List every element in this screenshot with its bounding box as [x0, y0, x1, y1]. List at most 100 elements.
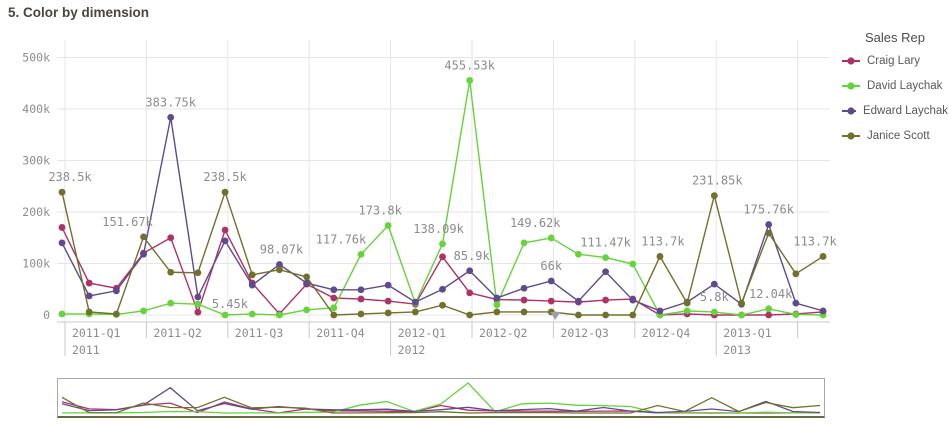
data-point[interactable] — [466, 77, 474, 84]
data-point[interactable] — [85, 308, 93, 316]
data-point[interactable] — [357, 295, 365, 303]
data-point[interactable] — [466, 289, 474, 297]
data-point[interactable] — [167, 234, 175, 242]
navigator-minimap-chart[interactable] — [58, 379, 824, 415]
data-point[interactable] — [493, 308, 501, 316]
data-point[interactable] — [221, 237, 229, 245]
data-point[interactable] — [411, 298, 419, 306]
data-point[interactable] — [194, 293, 202, 301]
legend-item-david-laychak[interactable]: David Laychak — [842, 80, 948, 92]
data-point[interactable] — [248, 310, 256, 318]
legend-item-janice-scott[interactable]: Janice Scott — [842, 130, 948, 142]
data-point[interactable] — [710, 280, 718, 288]
data-point[interactable] — [520, 296, 528, 304]
data-point[interactable] — [330, 311, 338, 319]
data-point[interactable] — [520, 284, 528, 292]
data-point[interactable] — [112, 310, 120, 318]
data-point[interactable] — [58, 188, 66, 196]
data-point[interactable] — [656, 307, 664, 315]
data-point[interactable] — [194, 308, 202, 316]
data-point[interactable] — [738, 299, 745, 307]
data-point[interactable] — [520, 308, 528, 316]
data-point[interactable] — [629, 260, 637, 268]
data-point[interactable] — [439, 240, 446, 248]
data-point[interactable] — [140, 233, 147, 241]
data-point[interactable] — [303, 279, 311, 287]
data-point[interactable] — [547, 297, 555, 305]
navigator-minimap[interactable] — [57, 378, 825, 418]
data-point[interactable] — [575, 250, 582, 258]
data-point[interactable] — [575, 311, 582, 319]
data-point[interactable] — [602, 296, 609, 304]
data-point[interactable] — [520, 239, 528, 247]
legend-item-edward-laychak[interactable]: Edward Laychak — [842, 105, 948, 117]
data-point[interactable] — [575, 297, 582, 305]
data-point[interactable] — [330, 294, 338, 302]
series-line-edward-laychak[interactable] — [61, 117, 824, 312]
data-point[interactable] — [765, 305, 773, 313]
data-point[interactable] — [493, 301, 501, 309]
data-point[interactable] — [221, 226, 229, 234]
data-point[interactable] — [384, 309, 392, 317]
data-point[interactable] — [411, 308, 419, 316]
data-point[interactable] — [439, 301, 446, 309]
data-point[interactable] — [330, 304, 338, 312]
data-point[interactable] — [547, 234, 555, 242]
data-point[interactable] — [602, 254, 609, 261]
data-point[interactable] — [765, 221, 773, 228]
data-point[interactable] — [819, 253, 827, 260]
data-point[interactable] — [792, 311, 800, 318]
legend-item-craig-lary[interactable]: Craig Lary — [842, 55, 948, 67]
data-point[interactable] — [466, 311, 474, 319]
data-point[interactable] — [792, 299, 800, 307]
data-point[interactable] — [167, 268, 175, 276]
data-point[interactable] — [85, 279, 93, 287]
data-point[interactable] — [194, 269, 202, 277]
data-point[interactable] — [357, 286, 365, 294]
data-point[interactable] — [58, 224, 66, 231]
data-point[interactable] — [384, 222, 392, 229]
data-point[interactable] — [276, 311, 283, 319]
data-point[interactable] — [276, 261, 283, 268]
data-point[interactable] — [765, 311, 773, 319]
data-point[interactable] — [303, 306, 311, 314]
data-point[interactable] — [629, 311, 637, 319]
data-point[interactable] — [765, 229, 773, 237]
data-point[interactable] — [112, 287, 120, 295]
data-point[interactable] — [738, 311, 745, 319]
data-point[interactable] — [194, 300, 202, 308]
data-point[interactable] — [303, 273, 311, 281]
data-point[interactable] — [683, 299, 691, 307]
data-point[interactable] — [248, 271, 256, 279]
data-point[interactable] — [248, 281, 256, 289]
data-point[interactable] — [384, 297, 392, 305]
data-point[interactable] — [547, 277, 555, 285]
data-point[interactable] — [140, 250, 147, 258]
data-point[interactable] — [85, 292, 93, 300]
data-point[interactable] — [167, 113, 175, 121]
data-point[interactable] — [221, 311, 229, 319]
data-point[interactable] — [683, 307, 691, 315]
data-point[interactable] — [58, 310, 66, 318]
data-point[interactable] — [602, 268, 609, 276]
data-point[interactable] — [167, 299, 175, 307]
chart-plot-area[interactable]: 500k 400k 300k 200k 100k 0 2011-Q1 2011-Q2 2011-… — [0, 0, 948, 372]
data-point[interactable] — [466, 267, 474, 275]
data-point[interactable] — [792, 270, 800, 278]
data-point[interactable] — [357, 250, 365, 258]
data-point[interactable] — [629, 296, 637, 304]
data-point[interactable] — [602, 311, 609, 319]
data-point[interactable] — [357, 310, 365, 318]
data-point[interactable] — [710, 192, 718, 199]
data-point[interactable] — [439, 285, 446, 293]
data-point[interactable] — [330, 286, 338, 294]
data-point[interactable] — [710, 308, 718, 316]
data-point[interactable] — [656, 253, 664, 260]
data-point[interactable] — [276, 266, 283, 274]
data-point[interactable] — [819, 307, 827, 315]
data-point[interactable] — [493, 294, 501, 302]
data-point[interactable] — [384, 281, 392, 289]
data-point[interactable] — [140, 307, 147, 315]
data-point[interactable] — [439, 253, 446, 261]
data-point[interactable] — [221, 188, 229, 196]
